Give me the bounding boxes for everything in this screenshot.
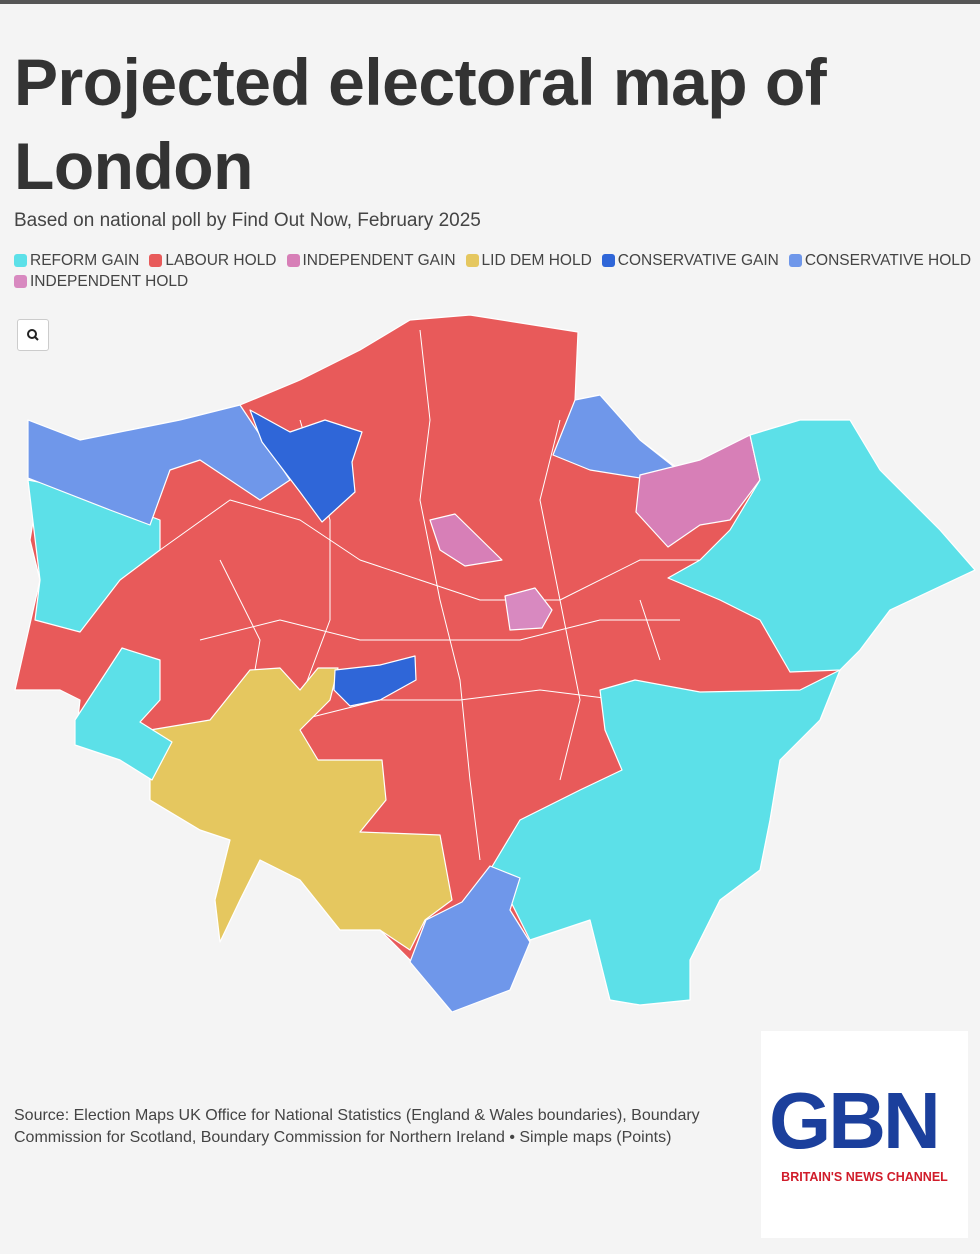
region <box>489 669 841 1006</box>
region <box>409 865 531 1013</box>
source-note: Source: Election Maps UK Office for Nati… <box>14 1107 700 1146</box>
legend-label: CONSERVATIVE HOLD <box>804 252 972 269</box>
top-bar <box>0 0 980 4</box>
legend-item: CONSERVATIVE GAIN <box>601 252 779 269</box>
region <box>333 655 417 707</box>
legend-swatch <box>149 254 163 267</box>
legend-label: INDEPENDENT HOLD <box>30 273 189 290</box>
region <box>667 419 976 673</box>
search-icon <box>27 329 39 341</box>
logo-tagline: BRITAIN'S NEWS CHANNEL <box>781 1170 948 1184</box>
legend-item: INDEPENDENT GAIN <box>286 252 456 269</box>
title: Projected electoral map of London <box>14 45 827 203</box>
legend-item: LID DEM HOLD <box>465 252 592 269</box>
legend-swatch <box>788 254 802 267</box>
legend-swatch <box>465 254 479 267</box>
legend-item: INDEPENDENT HOLD <box>14 273 188 290</box>
logo: GBN BRITAIN'S NEWS CHANNEL <box>761 1031 968 1238</box>
logo-name: GBN <box>769 1076 941 1165</box>
legend: REFORM GAIN LABOUR HOLD INDEPENDENT GAIN LI… <box>14 252 974 290</box>
legend-item: CONSERVATIVE HOLD <box>788 252 972 269</box>
legend-label: CONSERVATIVE GAIN <box>617 252 779 269</box>
subtitle: Based on national poll by Find Out Now, … <box>14 210 481 231</box>
region <box>149 667 453 951</box>
legend-label: REFORM GAIN <box>30 252 140 269</box>
legend-swatch <box>14 275 27 288</box>
region <box>429 513 503 567</box>
legend-label: LABOUR HOLD <box>165 252 277 269</box>
region <box>635 434 761 548</box>
region-border <box>159 329 700 861</box>
legend-item: LABOUR HOLD <box>149 252 277 269</box>
legend-item: REFORM GAIN <box>14 252 139 269</box>
region <box>74 647 173 781</box>
legend-label: LID DEM HOLD <box>481 252 592 269</box>
legend-label: INDEPENDENT GAIN <box>302 252 456 269</box>
map <box>14 314 976 1013</box>
region <box>504 587 553 631</box>
region <box>27 404 291 526</box>
search-button[interactable] <box>17 319 49 351</box>
region <box>249 409 363 523</box>
legend-swatch <box>601 254 615 267</box>
legend-swatch <box>14 254 27 267</box>
legend-swatch <box>286 254 300 267</box>
